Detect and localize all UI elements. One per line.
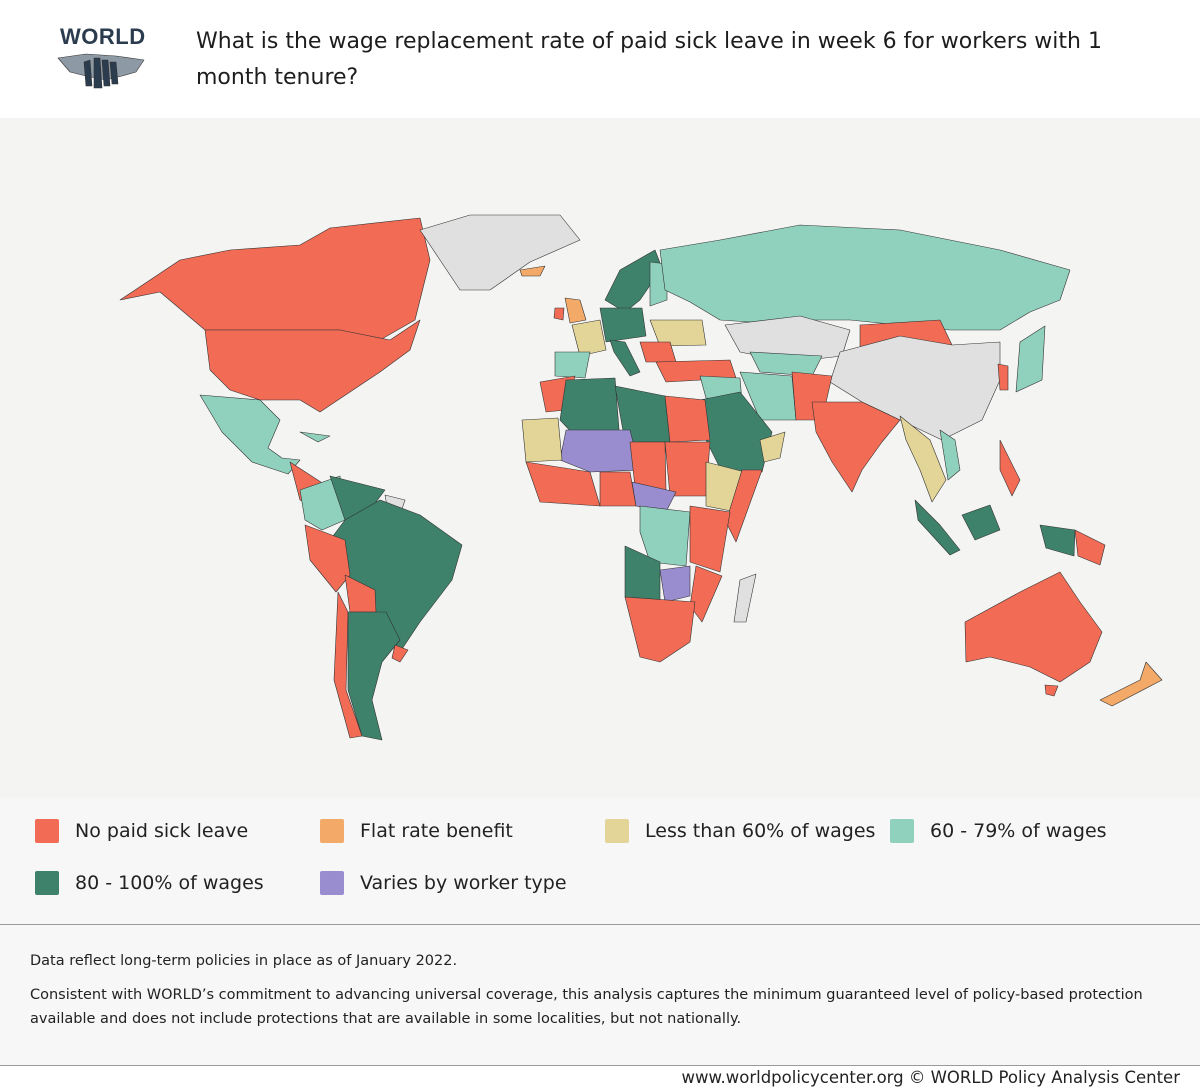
legend-swatch — [35, 819, 59, 843]
legend-item-80-100: 80 - 100% of wages — [35, 871, 264, 895]
legend-item-flat-rate: Flat rate benefit — [320, 819, 513, 843]
country-ireland — [553, 307, 565, 321]
legend-item-varies: Varies by worker type — [320, 871, 567, 895]
country-indonesia-sumatra — [914, 499, 961, 556]
country-papua-new-guinea — [1074, 529, 1106, 566]
legend-label: 60 - 79% of wages — [930, 820, 1107, 842]
country-indonesia-east — [1039, 524, 1076, 557]
logo-map-people-icon — [57, 53, 145, 89]
page-title: What is the wage replacement rate of pai… — [196, 29, 1102, 90]
world-map — [0, 118, 1200, 798]
country-iceland — [519, 265, 546, 277]
country-indonesia-borneo — [961, 504, 1001, 541]
country-somalia — [725, 469, 763, 543]
country-mexico — [199, 394, 301, 475]
country-uruguay — [391, 644, 409, 663]
legend-label: Varies by worker type — [360, 872, 567, 894]
country-france — [571, 319, 607, 357]
country-greenland — [419, 214, 581, 291]
country-mauritania — [521, 417, 563, 463]
country-italy — [609, 339, 641, 377]
country-congo — [639, 505, 691, 567]
country-peru — [304, 524, 351, 593]
country-argentina — [347, 611, 401, 741]
country-vietnam — [939, 429, 961, 481]
country-uk — [564, 297, 587, 324]
legend-label: 80 - 100% of wages — [75, 872, 264, 894]
country-central-europe — [599, 307, 647, 343]
country-mali-niger — [559, 429, 641, 473]
country-southern-africa — [624, 596, 696, 663]
legend-swatch — [35, 871, 59, 895]
country-japan — [1015, 325, 1046, 393]
country-sudan — [664, 441, 711, 497]
note-date: Data reflect long-term policies in place… — [30, 953, 458, 969]
country-china — [829, 335, 1001, 441]
country-central-asia — [749, 351, 823, 377]
legend-swatch — [320, 871, 344, 895]
country-tasmania — [1044, 684, 1059, 697]
credit-link[interactable]: www.worldpolicycenter.org © WORLD Policy… — [681, 1068, 1180, 1087]
country-usa — [204, 319, 421, 413]
country-chile — [333, 591, 363, 739]
legend-label: No paid sick leave — [75, 820, 249, 842]
country-russia — [659, 224, 1071, 331]
country-new-zealand — [1099, 661, 1163, 707]
logo-text: WORLD — [60, 24, 146, 49]
legend-label: Flat rate benefit — [360, 820, 513, 842]
country-spain — [554, 351, 591, 379]
country-canada — [119, 217, 431, 341]
country-india — [811, 401, 901, 493]
footer: www.worldpolicycenter.org © WORLD Policy… — [0, 1065, 1200, 1091]
legend-swatch — [605, 819, 629, 843]
country-balkans — [639, 341, 677, 363]
legend-swatch — [890, 819, 914, 843]
country-cuba — [299, 431, 331, 443]
country-zambia — [659, 565, 691, 603]
country-east-africa — [689, 505, 731, 573]
notes: Data reflect long-term policies in place… — [0, 924, 1200, 1065]
legend-swatch — [320, 819, 344, 843]
country-southeast-asia — [899, 415, 947, 503]
legend: No paid sick leave Flat rate benefit Les… — [0, 800, 1200, 924]
country-mozambique — [689, 565, 723, 623]
legend-label: Less than 60% of wages — [645, 820, 876, 842]
country-egypt — [664, 395, 711, 443]
country-nigeria — [599, 471, 637, 507]
country-korea — [997, 363, 1009, 391]
legend-item-no-paid-sick-leave: No paid sick leave — [35, 819, 248, 843]
country-madagascar — [733, 573, 757, 623]
country-yemen — [759, 431, 786, 463]
country-ukraine — [649, 319, 707, 347]
header: WORLD What is the wage replacement rate … — [0, 0, 1200, 118]
world-logo: WORLD — [56, 24, 152, 94]
legend-item-60-79: 60 - 79% of wages — [890, 819, 1107, 843]
country-philippines — [999, 439, 1021, 497]
country-australia — [964, 571, 1103, 683]
legend-item-less-than-60: Less than 60% of wages — [605, 819, 875, 843]
note-coverage: Consistent with WORLD’s commitment to ad… — [30, 987, 1143, 1027]
world-map-svg — [119, 214, 1163, 741]
